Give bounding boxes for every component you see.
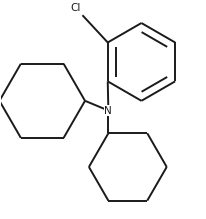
Text: N: N	[104, 106, 112, 116]
Text: Cl: Cl	[70, 3, 80, 13]
